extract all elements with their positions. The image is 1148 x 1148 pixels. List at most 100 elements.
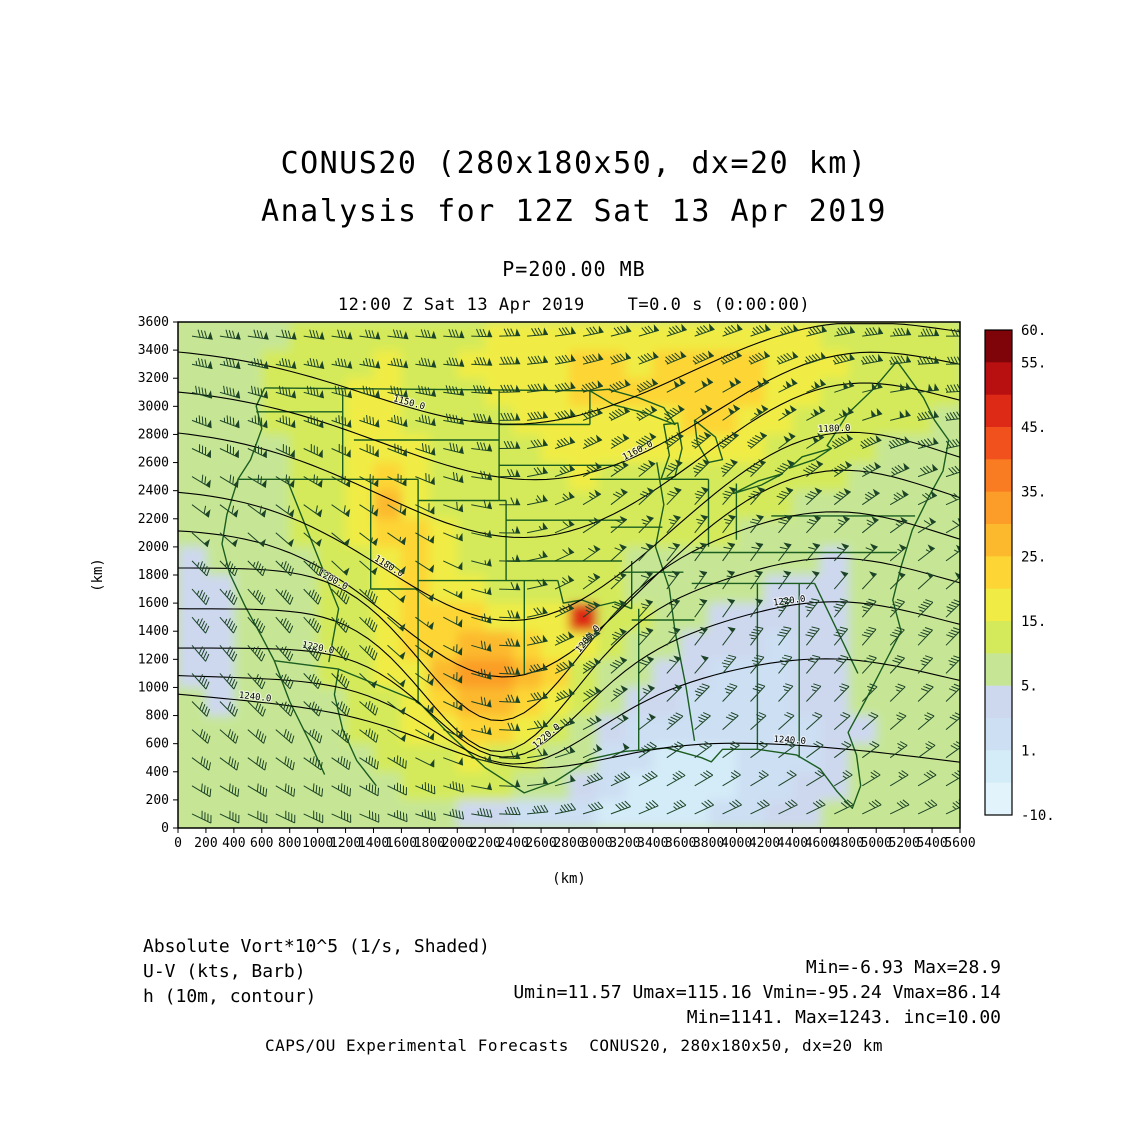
- lake-ontario: [788, 447, 833, 469]
- colorbar-tick-label: 5.: [1021, 679, 1038, 695]
- y-tick-label: 1000: [138, 680, 169, 695]
- legend-wind-stats: Umin=11.57 Umax=115.16 Vmin=-95.24 Vmax=…: [513, 982, 1001, 1003]
- legend-shaded-stats: Min=-6.93 Max=28.9: [805, 957, 1001, 978]
- y-tick-label: 0: [161, 821, 169, 836]
- x-tick-label: 5200: [888, 836, 919, 851]
- y-tick-label: 2600: [138, 456, 169, 471]
- x-tick-label: 1000: [302, 836, 333, 851]
- x-tick-label: 2600: [525, 836, 556, 851]
- x-tick-label: 4200: [749, 836, 780, 851]
- x-tick-label: 5600: [944, 836, 975, 851]
- y-tick-label: 2000: [138, 540, 169, 555]
- colorbar-swatch: [985, 459, 1012, 492]
- colorbar-swatch: [985, 427, 1012, 460]
- y-tick-label: 600: [146, 737, 169, 752]
- y-tick-label: 3000: [138, 399, 169, 414]
- x-tick-label: 2200: [470, 836, 501, 851]
- y-tick-label: 2800: [138, 427, 169, 442]
- wind-barb-layer: [191, 323, 960, 824]
- colorbar-swatch: [985, 685, 1012, 719]
- y-tick-label: 3200: [138, 371, 169, 386]
- page-subtitle: Analysis for 12Z Sat 13 Apr 2019: [261, 194, 887, 229]
- colorbar-tick-label: 60.: [1021, 323, 1046, 339]
- legend-row-wind: U-V (kts, Barb) Umin=11.57 Umax=115.16 V…: [143, 940, 1001, 1003]
- colorbar-swatch: [985, 718, 1012, 751]
- legend-shaded-label: Absolute Vort*10^5 (1/s, Shaded): [143, 936, 490, 957]
- y-tick-label: 1600: [138, 596, 169, 611]
- page-title: CONUS20 (280x180x50, dx=20 km): [280, 146, 868, 181]
- x-tick-label: 800: [278, 836, 301, 851]
- x-tick-label: 1800: [414, 836, 445, 851]
- legend-row-shaded: Absolute Vort*10^5 (1/s, Shaded) Min=-6.…: [143, 915, 1001, 978]
- axis-layer: 0 200 400 600 800 100012001400160018002000220…: [138, 315, 976, 851]
- lake-huron: [693, 419, 724, 464]
- y-tick-label: 2400: [138, 484, 169, 499]
- x-tick-label: 3600: [665, 836, 696, 851]
- colorbar-swatch: [985, 330, 1012, 363]
- x-tick-label: 4800: [833, 836, 864, 851]
- colorbar: 60. 55. 45. 35. 25. 15. 5. 1. -10.: [984, 323, 1055, 824]
- canada-border: [264, 387, 590, 392]
- legend-block: Absolute Vort*10^5 (1/s, Shaded) Min=-6.…: [143, 915, 1001, 1028]
- x-axis-title: (km): [552, 871, 586, 887]
- colorbar-tick-label: 55.: [1021, 355, 1046, 371]
- x-tick-label: 2800: [553, 836, 584, 851]
- legend-contour-label: h (10m, contour): [143, 986, 317, 1007]
- y-tick-label: 3600: [138, 315, 169, 330]
- colorbar-swatch: [985, 394, 1012, 428]
- x-tick-label: 5400: [916, 836, 947, 851]
- colorbar-swatch: [985, 524, 1012, 557]
- colorbar-tick-label: 1.: [1021, 743, 1038, 759]
- legend-contour-stats: Min=1141. Max=1243. inc=10.00: [686, 1007, 1001, 1028]
- x-tick-label: 3400: [637, 836, 668, 851]
- x-tick-label: 3200: [609, 836, 640, 851]
- legend-wind-label: U-V (kts, Barb): [143, 961, 306, 982]
- colorbar-tick-label: 45.: [1021, 420, 1046, 436]
- x-tick-label: 4400: [777, 836, 808, 851]
- x-tick-label: 4600: [805, 836, 836, 851]
- colorbar-swatch: [985, 556, 1012, 589]
- x-tick-label: 5000: [861, 836, 892, 851]
- vorticity-chart: 1150.01160.01180.01180.01200.01200.01220…: [90, 315, 1055, 887]
- colorbar-tick-label: 15.: [1021, 614, 1046, 630]
- legend-contour-row: h (10m, contour) Min=1141. Max=1243. inc…: [143, 965, 1001, 1028]
- y-tick-label: 1200: [138, 652, 169, 667]
- contour-label: 1240.0: [238, 691, 271, 705]
- y-axis-title: (km): [90, 558, 106, 592]
- x-tick-label: 3000: [581, 836, 612, 851]
- y-tick-label: 3400: [138, 343, 169, 358]
- colorbar-swatch: [985, 782, 1012, 816]
- x-tick-label: 400: [222, 836, 245, 851]
- x-tick-label: 1600: [386, 836, 417, 851]
- state-boundaries: [238, 390, 916, 758]
- x-tick-label: 3800: [693, 836, 724, 851]
- colorbar-swatch: [985, 588, 1012, 622]
- colorbar-tick-label: -10.: [1021, 808, 1055, 824]
- colorbar-swatch: [985, 362, 1012, 395]
- colorbar-swatch: [985, 621, 1012, 654]
- colorbar-swatch: [985, 653, 1012, 686]
- y-tick-label: 2200: [138, 512, 169, 527]
- colorbar-tick-label: 25.: [1021, 549, 1046, 565]
- colorbar-tick-label: 35.: [1021, 485, 1046, 501]
- colorbar-swatch: [985, 750, 1012, 783]
- lake-erie: [732, 473, 784, 495]
- y-tick-label: 200: [146, 793, 169, 808]
- x-tick-label: 1400: [358, 836, 389, 851]
- x-tick-label: 2000: [442, 836, 473, 851]
- valid-time-label: 12:00 Z Sat 13 Apr 2019 T=0.0 s (0:00:00…: [337, 295, 811, 315]
- y-tick-label: 800: [146, 709, 169, 724]
- pressure-level-label: P=200.00 MB: [502, 257, 646, 281]
- y-tick-label: 1800: [138, 568, 169, 583]
- footer-credit: CAPS/OU Experimental Forecasts CONUS20, …: [264, 1036, 884, 1055]
- contour-label: 1240.0: [773, 735, 806, 747]
- x-tick-label: 4000: [721, 836, 752, 851]
- colorbar-swatch: [985, 491, 1012, 525]
- mexico-baja-coast: [273, 660, 377, 787]
- colorbar-frame: [984, 329, 1013, 816]
- x-tick-label: 600: [250, 836, 273, 851]
- wind-barb-staffs: [191, 325, 960, 824]
- y-tick-label: 1400: [138, 624, 169, 639]
- x-tick-label: 200: [194, 836, 217, 851]
